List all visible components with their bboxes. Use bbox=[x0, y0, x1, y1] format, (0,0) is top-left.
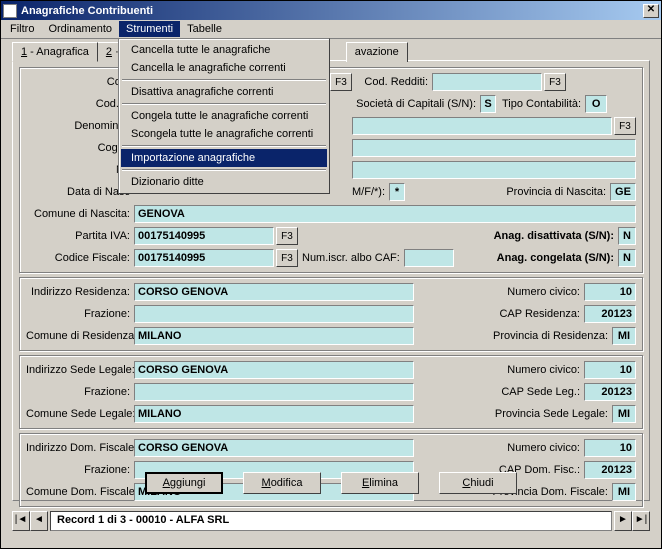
menu-filtro[interactable]: Filtro bbox=[3, 21, 41, 37]
lbl-soc-cap: Società di Capitali (S/N): bbox=[352, 98, 480, 110]
lbl-civico-dom: Numero civico: bbox=[507, 442, 584, 454]
lbl-prov-nascita: Provincia di Nascita: bbox=[506, 186, 610, 198]
cod-redditi-input[interactable] bbox=[432, 73, 542, 91]
lbl-mf: M/F/*): bbox=[352, 186, 389, 198]
comune-sede-input[interactable] bbox=[134, 405, 414, 423]
lbl-fraz-res: Frazione: bbox=[26, 308, 134, 320]
anag-cong-input[interactable] bbox=[618, 249, 636, 267]
denom-input[interactable] bbox=[352, 117, 612, 135]
nome-input[interactable] bbox=[352, 161, 636, 179]
lbl-prov-res: Provincia di Residenza: bbox=[493, 330, 612, 342]
menu-item-congela[interactable]: Congela tutte le anagrafiche correnti bbox=[121, 107, 327, 125]
record-navigator: |◄ ◄ Record 1 di 3 - 00010 - ALFA SRL ► … bbox=[12, 511, 650, 531]
lbl-cod-redditi: Cod. Redditi: bbox=[352, 76, 432, 88]
f3-piva[interactable]: F3 bbox=[276, 227, 298, 245]
menubar: Filtro Ordinamento Strumenti Tabelle bbox=[1, 20, 661, 39]
menu-item-scongela[interactable]: Scongela tutte le anagrafiche correnti bbox=[121, 125, 327, 143]
lbl-cap-sede: CAP Sede Leg.: bbox=[501, 386, 584, 398]
civico-sede-input[interactable] bbox=[584, 361, 636, 379]
indirizzo-dom-input[interactable] bbox=[134, 439, 414, 457]
lbl-comune-nascita: Comune di Nascita: bbox=[26, 208, 134, 220]
modifica-button[interactable]: Modifica bbox=[243, 472, 321, 494]
cap-sede-input[interactable] bbox=[584, 383, 636, 401]
chiudi-button[interactable]: Chiudi bbox=[439, 472, 517, 494]
aggiungi-button[interactable]: Aggiungi bbox=[145, 472, 223, 494]
indirizzo-sede-input[interactable] bbox=[134, 361, 414, 379]
group-dom-fiscale: Indirizzo Dom. Fiscale: Numero civico: F… bbox=[19, 433, 643, 507]
comune-nascita-input[interactable] bbox=[134, 205, 636, 223]
lbl-piva: Partita IVA: bbox=[26, 230, 134, 242]
group-sede-legale: Indirizzo Sede Legale: Numero civico: Fr… bbox=[19, 355, 643, 429]
lbl-anag-cong: Anag. congelata (S/N): bbox=[497, 252, 618, 264]
tab-anagrafica[interactable]: 1 - Anagrafica bbox=[12, 42, 98, 62]
menu-strumenti[interactable]: Strumenti bbox=[119, 21, 180, 37]
piva-input[interactable] bbox=[134, 227, 274, 245]
civico-res-input[interactable] bbox=[584, 283, 636, 301]
frazione-res-input[interactable] bbox=[134, 305, 414, 323]
prov-nascita-input[interactable] bbox=[610, 183, 636, 201]
soc-capitali-input[interactable] bbox=[480, 95, 496, 113]
lbl-ind-sede: Indirizzo Sede Legale: bbox=[26, 364, 134, 376]
menu-tabelle[interactable]: Tabelle bbox=[180, 21, 229, 37]
close-button[interactable]: ✕ bbox=[643, 4, 659, 18]
frazione-sede-input[interactable] bbox=[134, 383, 414, 401]
cap-res-input[interactable] bbox=[584, 305, 636, 323]
f3-cod[interactable]: F3 bbox=[330, 73, 352, 91]
f3-cf[interactable]: F3 bbox=[276, 249, 298, 267]
elimina-button[interactable]: Elimina bbox=[341, 472, 419, 494]
lbl-cap-res: CAP Residenza: bbox=[499, 308, 584, 320]
lbl-fraz-sede: Frazione: bbox=[26, 386, 134, 398]
menu-item-importazione[interactable]: Importazione anagrafiche bbox=[121, 149, 327, 167]
lbl-comune-res: Comune di Residenza: bbox=[26, 330, 134, 342]
group-residenza: Indirizzo Residenza: Numero civico: Fraz… bbox=[19, 277, 643, 351]
lbl-prov-sede: Provincia Sede Legale: bbox=[495, 408, 612, 420]
comune-res-input[interactable] bbox=[134, 327, 414, 345]
menu-item-cancella-tutte[interactable]: Cancella tutte le anagrafiche bbox=[121, 41, 327, 59]
tipo-contab-input[interactable] bbox=[585, 95, 607, 113]
nav-last[interactable]: ►| bbox=[632, 511, 650, 531]
lbl-cf: Codice Fiscale: bbox=[26, 252, 134, 264]
app-icon bbox=[3, 4, 17, 18]
nav-next[interactable]: ► bbox=[614, 511, 632, 531]
civico-dom-input[interactable] bbox=[584, 439, 636, 457]
button-row: Aggiungi Modifica Elimina Chiudi bbox=[13, 472, 649, 494]
lbl-anag-disatt: Anag. disattivata (S/N): bbox=[494, 230, 618, 242]
cognome-input[interactable] bbox=[352, 139, 636, 157]
menu-item-dizionario[interactable]: Dizionario ditte bbox=[121, 173, 327, 191]
lbl-civico-res: Numero civico: bbox=[507, 286, 584, 298]
lbl-ind-res: Indirizzo Residenza: bbox=[26, 286, 134, 298]
numiscr-input[interactable] bbox=[404, 249, 454, 267]
nav-prev[interactable]: ◄ bbox=[30, 511, 48, 531]
indirizzo-res-input[interactable] bbox=[134, 283, 414, 301]
lbl-ind-dom: Indirizzo Dom. Fiscale: bbox=[26, 442, 134, 454]
form-panel: Cod. F3 Cod. Redditi: F3 Cod. D Società … bbox=[12, 60, 650, 501]
nav-record-info: Record 1 di 3 - 00010 - ALFA SRL bbox=[50, 511, 612, 531]
anag-disatt-input[interactable] bbox=[618, 227, 636, 245]
nav-first[interactable]: |◄ bbox=[12, 511, 30, 531]
menu-item-cancella-correnti[interactable]: Cancella le anagrafiche correnti bbox=[121, 59, 327, 77]
strumenti-dropdown: Cancella tutte le anagrafiche Cancella l… bbox=[118, 38, 330, 194]
lbl-numiscr: Num.iscr. albo CAF: bbox=[302, 252, 404, 264]
app-window: Anagrafiche Contribuenti ✕ Filtro Ordina… bbox=[0, 0, 662, 549]
prov-res-input[interactable] bbox=[612, 327, 636, 345]
cf-input[interactable] bbox=[134, 249, 274, 267]
f3-denom[interactable]: F3 bbox=[614, 117, 636, 135]
f3-cod-redditi[interactable]: F3 bbox=[544, 73, 566, 91]
prov-sede-input[interactable] bbox=[612, 405, 636, 423]
menu-item-disattiva[interactable]: Disattiva anagrafiche correnti bbox=[121, 83, 327, 101]
lbl-tipo-contab: Tipo Contabilità: bbox=[502, 98, 585, 110]
lbl-civico-sede: Numero civico: bbox=[507, 364, 584, 376]
tab-avazione[interactable]: avazione bbox=[346, 42, 408, 62]
titlebar: Anagrafiche Contribuenti ✕ bbox=[1, 1, 661, 20]
window-title: Anagrafiche Contribuenti bbox=[21, 5, 153, 17]
menu-ordinamento[interactable]: Ordinamento bbox=[41, 21, 119, 37]
group-identificazione: Cod. F3 Cod. Redditi: F3 Cod. D Società … bbox=[19, 67, 643, 273]
mf-input[interactable] bbox=[389, 183, 405, 201]
lbl-comune-sede: Comune Sede Legale: bbox=[26, 408, 134, 420]
